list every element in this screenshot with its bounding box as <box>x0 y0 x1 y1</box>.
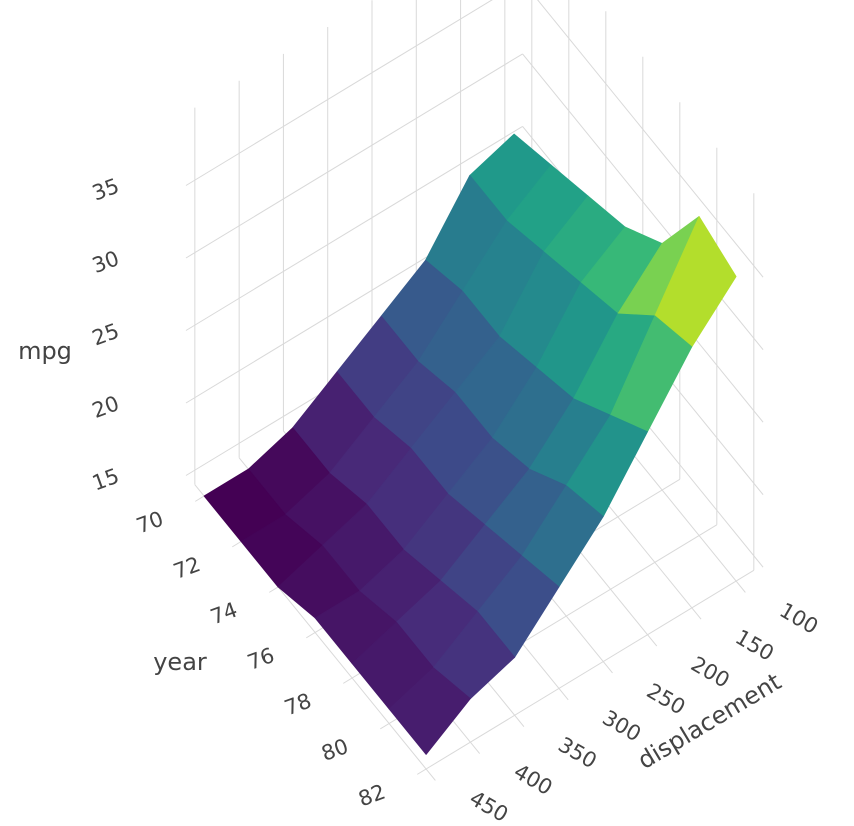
surface-cell <box>388 667 471 755</box>
x-tick-label: 200 <box>687 652 734 693</box>
z-axis-title: mpg <box>18 337 72 365</box>
wall-grid-line <box>185 125 523 331</box>
y-tick-label: 82 <box>355 780 388 812</box>
wall-grid-line <box>185 0 493 186</box>
surface <box>203 133 737 755</box>
x-tick-label: 450 <box>465 786 512 826</box>
z-tick-label: 35 <box>89 174 122 206</box>
z-tick-label: 15 <box>89 464 122 496</box>
y-tick-label: 78 <box>281 689 314 721</box>
y-tick-label: 80 <box>318 734 351 766</box>
x-tick-label: 100 <box>775 598 822 639</box>
y-tick-label: 70 <box>133 507 166 539</box>
wall-grid-line <box>537 0 764 278</box>
wall-grid-line <box>185 53 523 259</box>
wall-grid-line <box>522 53 764 350</box>
x-tick-label: 250 <box>643 679 690 720</box>
y-tick-label: 74 <box>207 598 240 630</box>
x-tick-label: 350 <box>554 732 601 773</box>
x-tick-label: 150 <box>731 625 778 666</box>
y-tick-label: 76 <box>244 643 277 675</box>
y-tick-label: 72 <box>170 552 203 584</box>
x-tick-label: 400 <box>510 759 557 800</box>
z-tick-label: 25 <box>89 319 122 351</box>
z-tick-label: 30 <box>89 246 122 278</box>
x-tick-label: 300 <box>598 706 645 747</box>
floor-grid-line <box>416 569 755 775</box>
z-tick-label: 20 <box>89 391 122 423</box>
y-axis-title: year <box>153 648 207 676</box>
